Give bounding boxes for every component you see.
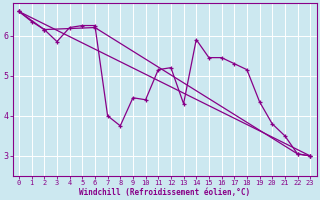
X-axis label: Windchill (Refroidissement éolien,°C): Windchill (Refroidissement éolien,°C) bbox=[79, 188, 250, 197]
